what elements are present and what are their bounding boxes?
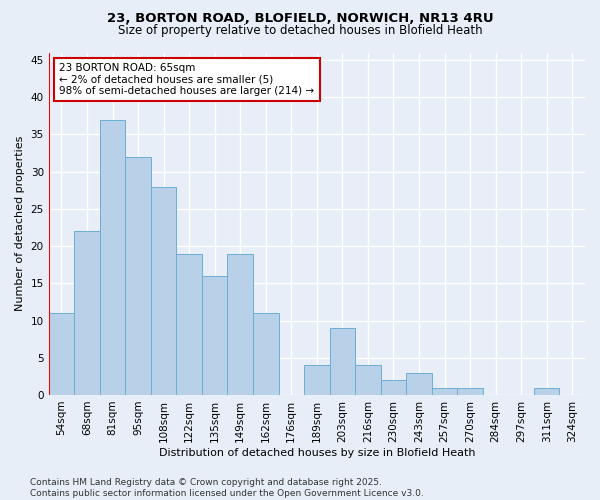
Bar: [100, 120, 125, 395]
Text: Contains HM Land Registry data © Crown copyright and database right 2025.
Contai: Contains HM Land Registry data © Crown c…: [30, 478, 424, 498]
Y-axis label: Number of detached properties: Number of detached properties: [15, 136, 25, 312]
Text: Size of property relative to detached houses in Blofield Heath: Size of property relative to detached ho…: [118, 24, 482, 37]
Bar: [304, 365, 329, 395]
Bar: [49, 313, 74, 395]
Bar: [151, 186, 176, 395]
X-axis label: Distribution of detached houses by size in Blofield Heath: Distribution of detached houses by size …: [158, 448, 475, 458]
Bar: [355, 365, 380, 395]
Bar: [253, 313, 278, 395]
Bar: [432, 388, 457, 395]
Bar: [329, 328, 355, 395]
Bar: [74, 231, 100, 395]
Text: 23, BORTON ROAD, BLOFIELD, NORWICH, NR13 4RU: 23, BORTON ROAD, BLOFIELD, NORWICH, NR13…: [107, 12, 493, 26]
Bar: [457, 388, 483, 395]
Bar: [125, 156, 151, 395]
Bar: [176, 254, 202, 395]
Bar: [202, 276, 227, 395]
Bar: [380, 380, 406, 395]
Bar: [534, 388, 559, 395]
Text: 23 BORTON ROAD: 65sqm
← 2% of detached houses are smaller (5)
98% of semi-detach: 23 BORTON ROAD: 65sqm ← 2% of detached h…: [59, 63, 314, 96]
Bar: [227, 254, 253, 395]
Bar: [406, 372, 432, 395]
